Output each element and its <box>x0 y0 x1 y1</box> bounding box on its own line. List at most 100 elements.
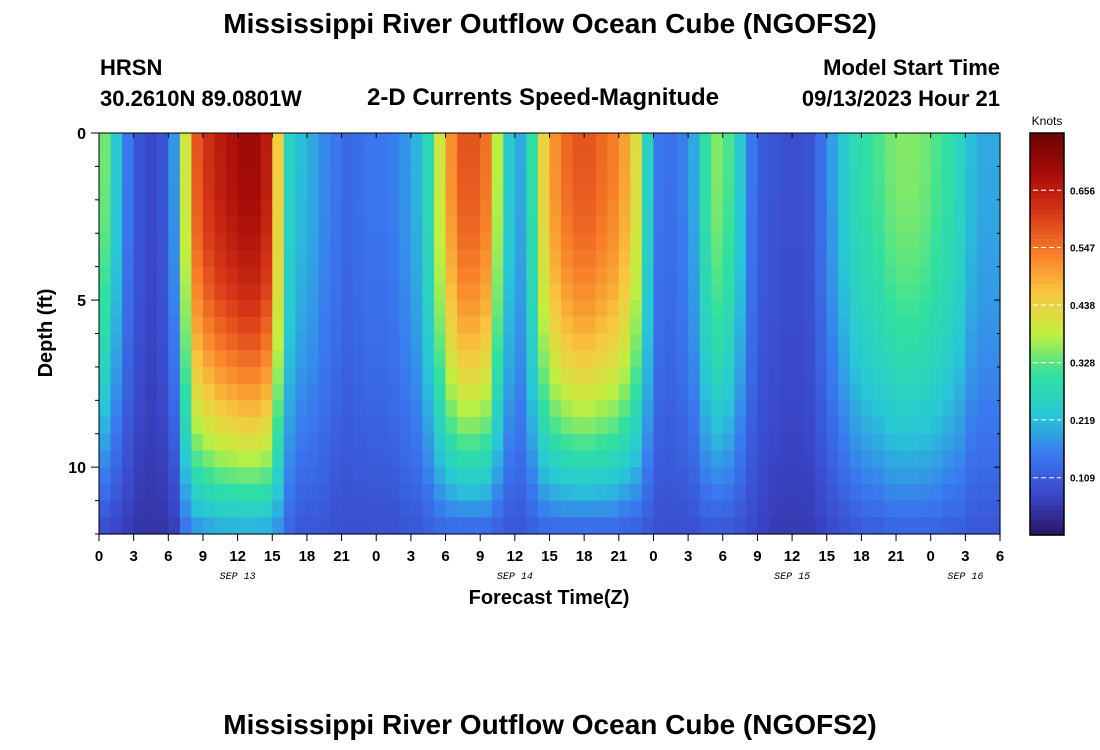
heatmap-cell <box>872 433 886 452</box>
heatmap-cell <box>422 249 435 268</box>
heatmap-cell <box>133 366 146 385</box>
heatmap-cell <box>641 249 655 268</box>
heatmap-cell <box>699 517 712 535</box>
heatmap-cell <box>468 300 481 318</box>
heatmap-cell <box>688 350 701 368</box>
heatmap-cell <box>526 500 539 518</box>
heatmap-cell <box>514 366 527 385</box>
colorbar-swatch <box>1030 369 1064 375</box>
heatmap-cell <box>272 366 285 385</box>
heatmap-cell <box>202 467 216 485</box>
heatmap-cell <box>156 199 169 218</box>
heatmap-cell <box>988 149 1001 168</box>
heatmap-cell <box>122 283 135 301</box>
heatmap-cell <box>872 249 886 268</box>
heatmap-cell <box>815 216 828 234</box>
heatmap-cell <box>653 500 666 518</box>
heatmap-cell <box>457 283 470 301</box>
heatmap-cell <box>976 450 990 468</box>
heatmap-cell <box>168 216 181 234</box>
heatmap-cell <box>815 316 828 335</box>
heatmap-cell <box>988 266 1001 284</box>
heatmap-cell <box>364 233 377 251</box>
heatmap-cell <box>919 283 932 301</box>
heatmap-cell <box>480 249 493 268</box>
heatmap-cell <box>191 216 204 234</box>
heatmap-cell <box>226 183 239 201</box>
heatmap-cell <box>145 433 158 452</box>
heatmap-cell <box>780 366 793 385</box>
x-tick-label: 18 <box>576 548 593 565</box>
heatmap-cell <box>537 333 551 351</box>
heatmap-cell <box>607 216 620 234</box>
heatmap-cell <box>433 433 447 452</box>
heatmap-cell <box>861 383 874 401</box>
heatmap-cell <box>133 166 146 184</box>
heatmap-cell <box>722 149 735 168</box>
heatmap-cell <box>376 149 389 168</box>
heatmap-cell <box>780 166 793 184</box>
heatmap-cell <box>965 249 978 268</box>
heatmap-cell <box>445 483 458 502</box>
heatmap-cell <box>295 183 308 201</box>
heatmap-cell <box>595 233 608 251</box>
heatmap-cell <box>214 166 227 184</box>
heatmap-cell <box>202 383 216 401</box>
heatmap-cell <box>480 383 493 401</box>
heatmap-cell <box>745 450 759 468</box>
heatmap-cell <box>849 149 862 168</box>
heatmap-cell <box>457 383 470 401</box>
heatmap-cell <box>168 467 181 485</box>
heatmap-cell <box>99 400 112 418</box>
heatmap-cell <box>260 283 273 301</box>
heatmap-cell <box>595 300 608 318</box>
heatmap-cell <box>826 333 839 351</box>
colorbar-swatch <box>1030 233 1064 240</box>
heatmap-cell <box>618 233 631 251</box>
heatmap-cell <box>641 350 655 368</box>
heatmap-cell <box>191 400 204 418</box>
heatmap-cell <box>618 283 631 301</box>
heatmap-cell <box>399 300 412 318</box>
heatmap-cell <box>988 517 1001 535</box>
heatmap-cell <box>514 500 527 518</box>
colorbar-swatch <box>1030 359 1064 365</box>
heatmap-cell <box>815 467 828 485</box>
heatmap-cell <box>780 233 793 251</box>
heatmap-cell <box>722 500 735 518</box>
heatmap-cell <box>341 316 354 335</box>
x-tick-label: 15 <box>541 548 558 565</box>
heatmap-cell <box>133 199 146 218</box>
colorbar-swatch <box>1030 158 1064 164</box>
heatmap-cell <box>930 450 943 468</box>
heatmap-cell <box>803 233 816 251</box>
heatmap-cell <box>410 467 424 485</box>
heatmap-cell <box>861 149 874 168</box>
heatmap-cell <box>156 333 169 351</box>
heatmap-cell <box>237 316 250 335</box>
heatmap-cell <box>872 383 886 401</box>
heatmap-cell <box>722 316 735 335</box>
heatmap-cell <box>283 517 296 535</box>
heatmap-cell <box>422 300 435 318</box>
heatmap-cell <box>99 517 112 535</box>
heatmap-cell <box>618 249 631 268</box>
heatmap-cell <box>468 233 481 251</box>
heatmap-cell <box>133 450 146 468</box>
heatmap-cell <box>468 216 481 234</box>
heatmap-cell <box>745 249 759 268</box>
heatmap-cell <box>561 233 574 251</box>
heatmap-cell <box>410 283 424 301</box>
heatmap-cell <box>607 500 620 518</box>
heatmap-cell <box>249 149 262 168</box>
heatmap-cell <box>433 266 447 284</box>
heatmap-cell <box>99 283 112 301</box>
heatmap-cell <box>561 183 574 201</box>
heatmap-cell <box>526 366 539 385</box>
heatmap-cell <box>653 417 666 435</box>
heatmap-cell <box>168 183 181 201</box>
heatmap-cell <box>191 149 204 168</box>
heatmap-cell <box>815 149 828 168</box>
heatmap-cell <box>976 483 990 502</box>
heatmap-cell <box>757 366 770 385</box>
